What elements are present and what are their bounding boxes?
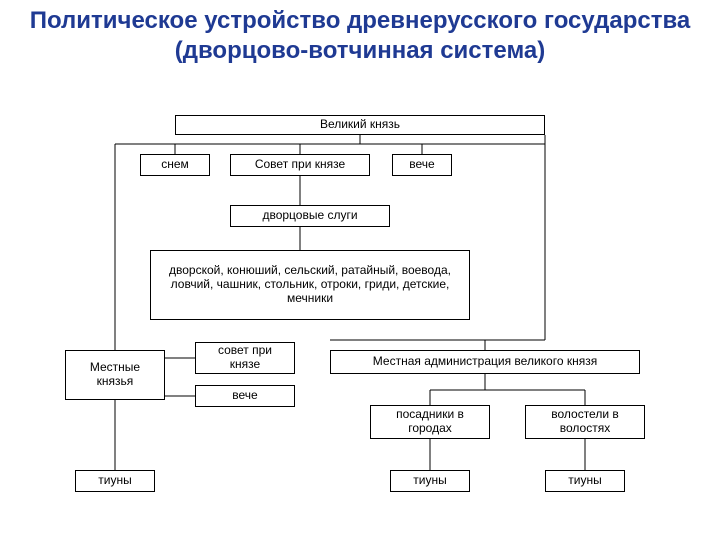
node-veche1: вече xyxy=(392,154,452,176)
node-label: Местная администрация великого князя xyxy=(373,355,597,369)
page-title: Политическое устройство древнерусского г… xyxy=(0,0,720,66)
node-tiuny1: тиуны xyxy=(75,470,155,492)
node-council1: Совет при князе xyxy=(230,154,370,176)
node-palace-serv: дворцовые слуги xyxy=(230,205,390,227)
node-council2: совет при князе xyxy=(195,342,295,374)
node-label: вече xyxy=(409,158,434,172)
node-label: тиуны xyxy=(568,474,601,488)
node-label: дворской, конюший, сельский, ратайный, в… xyxy=(157,264,463,305)
node-snem: снем xyxy=(140,154,210,176)
node-label: дворцовые слуги xyxy=(262,209,357,223)
node-label: снем xyxy=(161,158,189,172)
node-label: Совет при князе xyxy=(255,158,345,172)
node-posadniki: посадники в городах xyxy=(370,405,490,439)
node-label: тиуны xyxy=(98,474,131,488)
node-label: волостели в волостях xyxy=(532,408,638,436)
node-label: Великий князь xyxy=(320,118,400,132)
node-officials: дворской, конюший, сельский, ратайный, в… xyxy=(150,250,470,320)
node-grand-prince: Великий князь xyxy=(175,115,545,135)
node-tiuny3: тиуны xyxy=(545,470,625,492)
node-label: вече xyxy=(232,389,257,403)
node-tiuny2: тиуны xyxy=(390,470,470,492)
node-veche2: вече xyxy=(195,385,295,407)
node-local-admin: Местная администрация великого князя xyxy=(330,350,640,374)
node-label: посадники в городах xyxy=(377,408,483,436)
node-label: совет при князе xyxy=(202,344,288,372)
node-volosteli: волостели в волостях xyxy=(525,405,645,439)
node-local-princes: Местные князья xyxy=(65,350,165,400)
diagram-canvas: Великий князь снем Совет при князе вече … xyxy=(0,110,720,540)
node-label: Местные князья xyxy=(72,361,158,389)
node-label: тиуны xyxy=(413,474,446,488)
